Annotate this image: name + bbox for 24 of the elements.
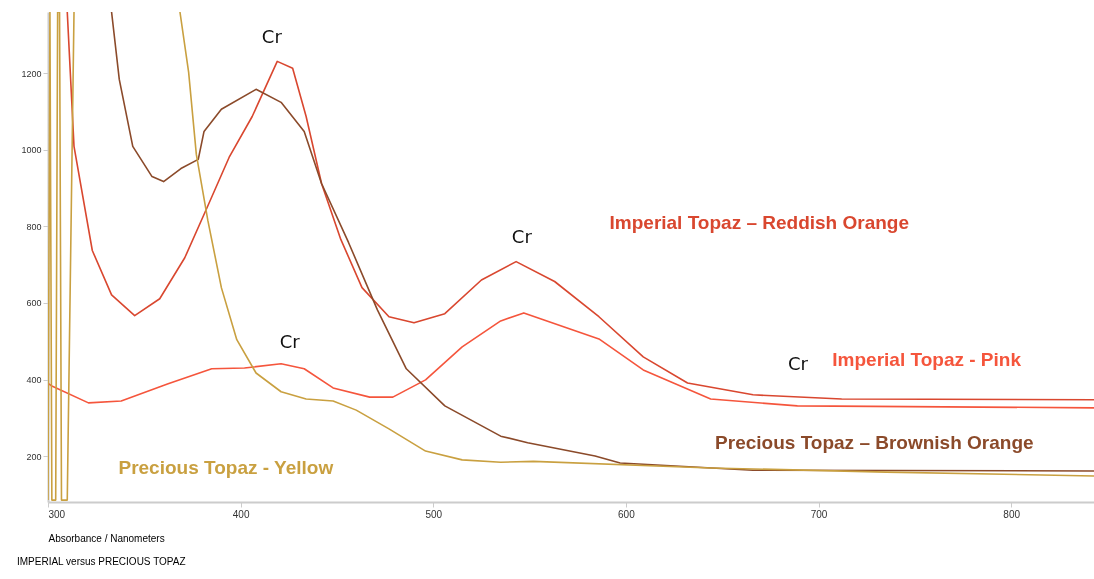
x-tick-label: 500 (425, 508, 443, 520)
x-tick-label: 300 (48, 508, 66, 520)
annotation: Cr (279, 331, 301, 353)
y-tick-label: 800 (26, 221, 42, 232)
y-tick-label: 400 (26, 375, 42, 385)
text: IMPERIAL versus PRECIOUS TOPAZ (16, 556, 186, 567)
text: Precious Topaz - Yellow (118, 456, 334, 478)
x-tick-label: 600 (618, 508, 636, 520)
x-axis-title: Absorbance / Nanometers (48, 532, 165, 544)
x-tick-label: 800 (1003, 508, 1021, 520)
y-tick-label: 600 (26, 298, 42, 309)
line-series (66, 12, 1094, 401)
x-tick-label: 700 (810, 508, 828, 520)
text: Imperial Topaz – Reddish Orange (609, 211, 910, 233)
annotation: Cr (261, 25, 283, 47)
line-series (48, 312, 1094, 409)
annotation: Cr (511, 225, 533, 247)
y-tick-label: 1200 (21, 68, 42, 79)
y-tick-label: 200 (26, 451, 42, 462)
series-label: Precious Topaz – Brownish Orange (715, 432, 1034, 454)
x-tick-label: 400 (232, 508, 250, 520)
series-label: Imperial Topaz - Pink (832, 348, 1022, 370)
y-tick-label: 1000 (21, 145, 42, 156)
annotation: Cr (788, 352, 809, 374)
